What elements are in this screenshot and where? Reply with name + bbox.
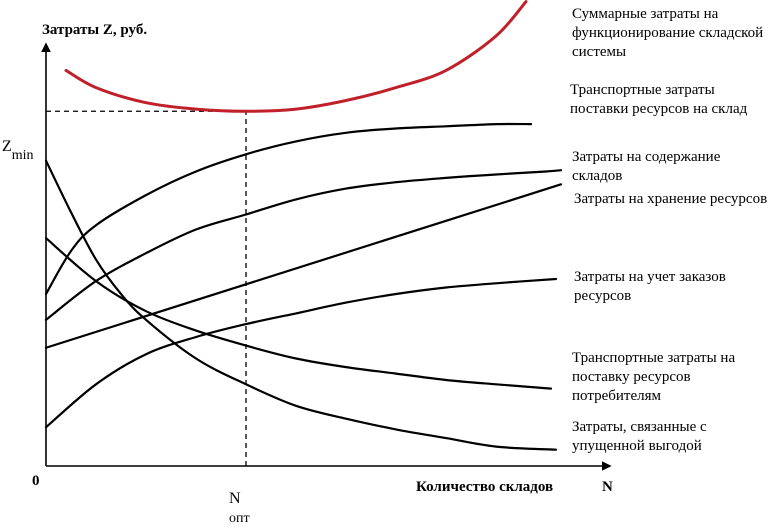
x-axis-label: Количество складов <box>416 479 554 495</box>
chart <box>41 0 612 471</box>
legend-total-costs: Суммарные затраты на функционирование ск… <box>572 6 764 60</box>
x-axis-symbol: N <box>602 479 613 495</box>
series-line-0 <box>64 0 528 113</box>
z-min-subscript: min <box>11 148 34 163</box>
series-line-4 <box>44 277 558 429</box>
series-line-2 <box>44 169 563 321</box>
series-line-1 <box>44 122 533 296</box>
legend-lost-profit: Затраты, связанные с упущенной выгодой <box>572 419 707 454</box>
z-min-marker-label: Zmin <box>2 118 34 163</box>
n-opt-subscript: опт <box>229 511 250 526</box>
z-min-symbol: Z <box>2 138 12 155</box>
series-line-6 <box>44 159 558 451</box>
y-axis-label: Затраты Z, руб. <box>42 22 148 38</box>
n-opt-symbol: N <box>229 490 241 507</box>
legend-warehouse-maintenance: Затраты на содержание складов <box>572 149 721 184</box>
legend-order-accounting: Затраты на учет заказов ресурсов <box>574 269 726 304</box>
legend-transport-to-warehouse: Транспортные затраты поставки ресурсов н… <box>570 82 748 117</box>
legend-transport-to-consumers: Транспортные затраты на поставку ресурсо… <box>572 350 736 404</box>
legend-storage-costs: Затраты на хранение ресурсов <box>574 191 768 207</box>
n-opt-marker-label: N опт <box>229 470 250 528</box>
series-line-3 <box>44 183 563 349</box>
origin-label: 0 <box>32 473 40 489</box>
